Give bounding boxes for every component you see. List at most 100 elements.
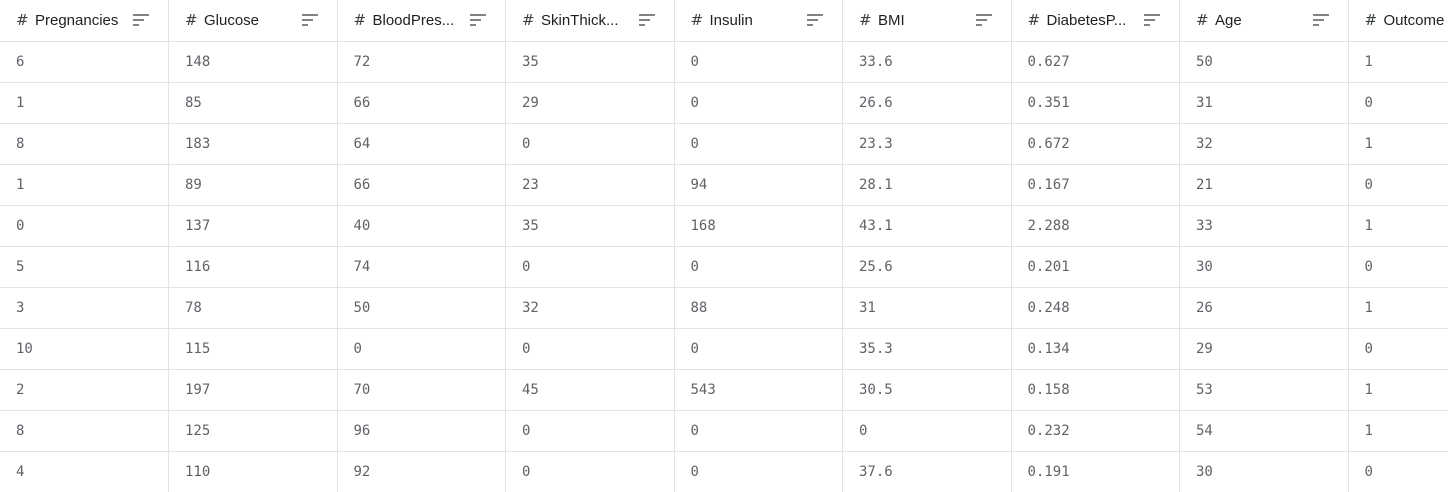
table-cell[interactable]: 1 (0, 82, 169, 124)
table-cell[interactable]: 0.248 (1011, 287, 1180, 329)
table-cell[interactable]: 0 (505, 410, 675, 452)
table-cell[interactable]: 26 (1179, 287, 1349, 329)
table-cell[interactable]: 30.5 (842, 369, 1012, 411)
table-cell[interactable]: 85 (168, 82, 338, 124)
column-header[interactable]: # BloodPres... (337, 0, 506, 42)
table-cell[interactable]: 3 (0, 287, 169, 329)
table-cell[interactable]: 0 (1348, 451, 1448, 492)
column-header[interactable]: # BMI (842, 0, 1012, 42)
table-cell[interactable]: 92 (337, 451, 506, 492)
table-cell[interactable]: 5 (0, 246, 169, 288)
table-cell[interactable]: 88 (674, 287, 843, 329)
table-cell[interactable]: 33.6 (842, 41, 1012, 83)
table-cell[interactable]: 1 (1348, 369, 1448, 411)
table-cell[interactable]: 1 (1348, 410, 1448, 452)
sort-icon[interactable] (975, 13, 993, 27)
table-cell[interactable]: 30 (1179, 246, 1349, 288)
column-header[interactable]: # DiabetesP... (1011, 0, 1180, 42)
table-cell[interactable]: 72 (337, 41, 506, 83)
table-cell[interactable]: 66 (337, 164, 506, 206)
table-cell[interactable]: 43.1 (842, 205, 1012, 247)
table-cell[interactable]: 0 (1348, 164, 1448, 206)
table-cell[interactable]: 0 (505, 328, 675, 370)
table-cell[interactable]: 23 (505, 164, 675, 206)
table-cell[interactable]: 110 (168, 451, 338, 492)
column-header[interactable]: # Outcome (1348, 0, 1448, 42)
table-cell[interactable]: 4 (0, 451, 169, 492)
table-cell[interactable]: 0.201 (1011, 246, 1180, 288)
table-cell[interactable]: 1 (1348, 41, 1448, 83)
table-cell[interactable]: 32 (505, 287, 675, 329)
table-cell[interactable]: 31 (842, 287, 1012, 329)
table-cell[interactable]: 70 (337, 369, 506, 411)
sort-icon[interactable] (806, 13, 824, 27)
table-cell[interactable]: 0 (1348, 328, 1448, 370)
table-cell[interactable]: 54 (1179, 410, 1349, 452)
sort-icon[interactable] (1312, 13, 1330, 27)
table-cell[interactable]: 137 (168, 205, 338, 247)
table-cell[interactable]: 0 (505, 246, 675, 288)
table-cell[interactable]: 0.232 (1011, 410, 1180, 452)
table-cell[interactable]: 23.3 (842, 123, 1012, 165)
table-cell[interactable]: 53 (1179, 369, 1349, 411)
table-cell[interactable]: 2 (0, 369, 169, 411)
table-cell[interactable]: 0.672 (1011, 123, 1180, 165)
table-cell[interactable]: 64 (337, 123, 506, 165)
table-cell[interactable]: 74 (337, 246, 506, 288)
table-cell[interactable]: 29 (1179, 328, 1349, 370)
table-cell[interactable]: 125 (168, 410, 338, 452)
table-cell[interactable]: 32 (1179, 123, 1349, 165)
table-cell[interactable]: 0 (0, 205, 169, 247)
table-cell[interactable]: 29 (505, 82, 675, 124)
table-cell[interactable]: 0 (505, 451, 675, 492)
table-cell[interactable]: 0.191 (1011, 451, 1180, 492)
table-cell[interactable]: 66 (337, 82, 506, 124)
table-cell[interactable]: 26.6 (842, 82, 1012, 124)
table-cell[interactable]: 6 (0, 41, 169, 83)
sort-icon[interactable] (469, 13, 487, 27)
table-cell[interactable]: 35.3 (842, 328, 1012, 370)
table-cell[interactable]: 197 (168, 369, 338, 411)
table-cell[interactable]: 0 (674, 123, 843, 165)
table-cell[interactable]: 168 (674, 205, 843, 247)
sort-icon[interactable] (301, 13, 319, 27)
table-cell[interactable]: 0 (505, 123, 675, 165)
table-cell[interactable]: 8 (0, 410, 169, 452)
table-cell[interactable]: 1 (1348, 123, 1448, 165)
table-cell[interactable]: 0.134 (1011, 328, 1180, 370)
table-cell[interactable]: 8 (0, 123, 169, 165)
table-cell[interactable]: 35 (505, 205, 675, 247)
table-cell[interactable]: 37.6 (842, 451, 1012, 492)
table-cell[interactable]: 1 (1348, 205, 1448, 247)
table-cell[interactable]: 31 (1179, 82, 1349, 124)
table-cell[interactable]: 35 (505, 41, 675, 83)
table-cell[interactable]: 116 (168, 246, 338, 288)
table-cell[interactable]: 0.167 (1011, 164, 1180, 206)
table-cell[interactable]: 2.288 (1011, 205, 1180, 247)
table-cell[interactable]: 0 (674, 410, 843, 452)
table-cell[interactable]: 0.158 (1011, 369, 1180, 411)
table-cell[interactable]: 148 (168, 41, 338, 83)
table-cell[interactable]: 1 (0, 164, 169, 206)
table-cell[interactable]: 0 (1348, 246, 1448, 288)
table-cell[interactable]: 78 (168, 287, 338, 329)
table-cell[interactable]: 1 (1348, 287, 1448, 329)
table-cell[interactable]: 0 (674, 451, 843, 492)
table-cell[interactable]: 96 (337, 410, 506, 452)
table-cell[interactable]: 0 (337, 328, 506, 370)
table-cell[interactable]: 50 (1179, 41, 1349, 83)
table-cell[interactable]: 50 (337, 287, 506, 329)
sort-icon[interactable] (1143, 13, 1161, 27)
column-header[interactable]: # Insulin (674, 0, 843, 42)
table-cell[interactable]: 0 (674, 246, 843, 288)
table-cell[interactable]: 28.1 (842, 164, 1012, 206)
column-header[interactable]: # Glucose (168, 0, 338, 42)
column-header[interactable]: # Pregnancies (0, 0, 169, 42)
table-cell[interactable]: 543 (674, 369, 843, 411)
table-cell[interactable]: 94 (674, 164, 843, 206)
table-cell[interactable]: 0 (842, 410, 1012, 452)
table-cell[interactable]: 0.351 (1011, 82, 1180, 124)
table-cell[interactable]: 89 (168, 164, 338, 206)
table-cell[interactable]: 0 (674, 41, 843, 83)
table-cell[interactable]: 40 (337, 205, 506, 247)
